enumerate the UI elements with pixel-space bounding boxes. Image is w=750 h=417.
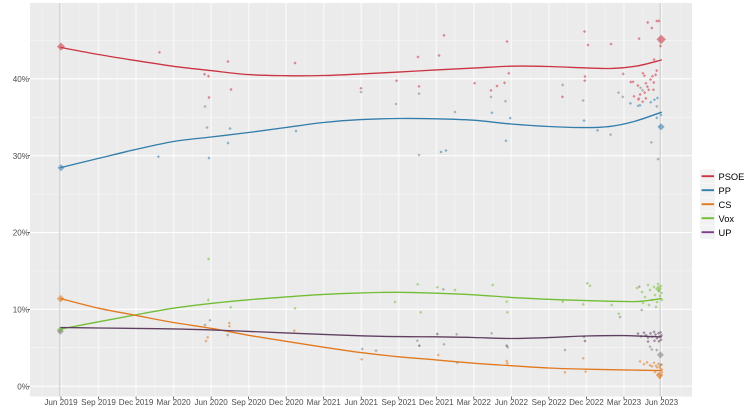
svg-text:PP: PP xyxy=(719,186,731,196)
svg-text:Mar 2021: Mar 2021 xyxy=(307,398,342,407)
svg-text:CS: CS xyxy=(719,200,732,210)
svg-text:Mar 2022: Mar 2022 xyxy=(457,398,492,407)
svg-text:Jun 2022: Jun 2022 xyxy=(495,398,529,407)
svg-text:Sep 2021: Sep 2021 xyxy=(381,398,416,407)
svg-text:Mar 2023: Mar 2023 xyxy=(607,398,642,407)
svg-text:0%: 0% xyxy=(17,382,29,391)
svg-text:Jun 2023: Jun 2023 xyxy=(645,398,679,407)
svg-text:Vox: Vox xyxy=(719,214,735,224)
svg-text:10%: 10% xyxy=(13,306,29,315)
svg-text:Dec 2021: Dec 2021 xyxy=(419,398,454,407)
svg-text:40%: 40% xyxy=(13,75,29,84)
svg-text:UP: UP xyxy=(719,228,732,238)
svg-text:Dec 2020: Dec 2020 xyxy=(269,398,304,407)
svg-text:Mar 2020: Mar 2020 xyxy=(156,398,191,407)
svg-text:Sep 2022: Sep 2022 xyxy=(532,398,567,407)
svg-text:Dec 2022: Dec 2022 xyxy=(569,398,604,407)
svg-text:PSOE: PSOE xyxy=(719,172,745,182)
svg-text:Jun 2020: Jun 2020 xyxy=(194,398,228,407)
svg-text:20%: 20% xyxy=(13,229,29,238)
svg-text:Jun 2019: Jun 2019 xyxy=(44,398,78,407)
svg-text:30%: 30% xyxy=(13,152,29,161)
svg-text:Dec 2019: Dec 2019 xyxy=(119,398,154,407)
svg-text:Sep 2020: Sep 2020 xyxy=(231,398,266,407)
svg-text:Sep 2019: Sep 2019 xyxy=(81,398,116,407)
svg-text:Jun 2021: Jun 2021 xyxy=(345,398,379,407)
